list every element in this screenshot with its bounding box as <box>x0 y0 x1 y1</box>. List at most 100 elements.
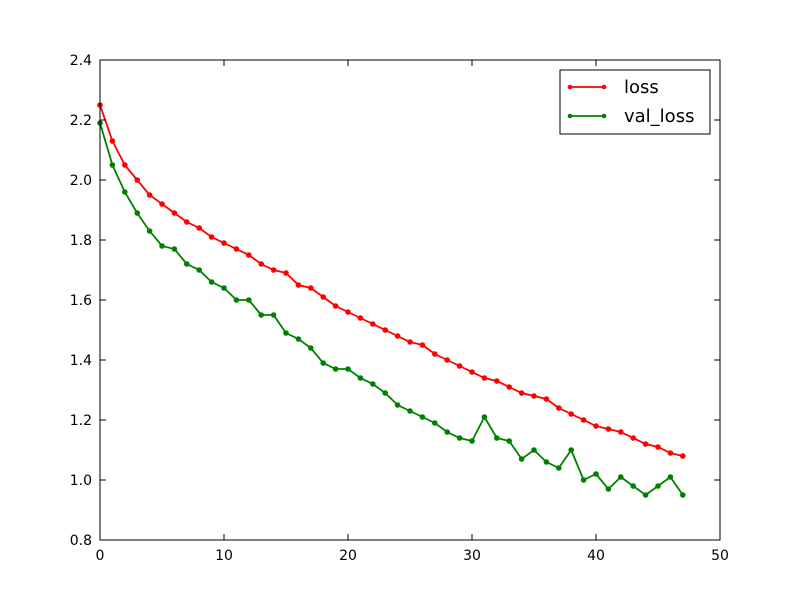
data-point-loss <box>196 225 202 231</box>
data-point-loss <box>642 441 649 447</box>
y-axis: 0.8 1.0 1.2 1.4 1.6 1.8 2.0 2.2 2.4 <box>70 53 720 549</box>
y-tick-label: 1.4 <box>70 353 92 369</box>
data-point-loss <box>618 429 624 435</box>
data-point-val_loss <box>122 189 128 195</box>
data-point-loss <box>345 309 351 315</box>
data-point-loss <box>531 393 537 399</box>
data-point-loss <box>320 294 327 300</box>
data-point-val_loss <box>432 420 438 426</box>
legend-label-val_loss: val_loss <box>624 106 694 127</box>
data-point-loss <box>394 333 401 339</box>
data-point-val_loss <box>357 375 364 381</box>
y-tick-label: 1.2 <box>70 413 92 429</box>
data-point-loss <box>655 444 661 450</box>
data-point-loss <box>258 261 265 267</box>
data-point-loss <box>308 285 314 291</box>
data-point-val_loss <box>618 474 624 480</box>
data-point-loss <box>580 417 587 423</box>
data-point-val_loss <box>196 267 202 273</box>
data-point-loss <box>295 282 302 288</box>
data-point-loss <box>357 315 364 321</box>
data-point-loss <box>419 342 426 348</box>
data-point-val_loss <box>593 471 599 477</box>
data-point-loss <box>506 384 513 390</box>
y-tick-label: 1.8 <box>70 233 92 249</box>
data-point-loss <box>494 378 500 384</box>
data-point-val_loss <box>580 477 587 483</box>
data-point-val_loss <box>270 312 277 318</box>
data-point-val_loss <box>642 492 649 498</box>
data-point-val_loss <box>630 483 637 489</box>
data-point-val_loss <box>494 435 500 441</box>
data-point-loss <box>593 423 599 429</box>
data-point-loss <box>407 339 413 345</box>
data-point-loss <box>605 426 612 432</box>
data-point-val_loss <box>556 465 562 471</box>
data-point-loss <box>221 240 227 246</box>
plot-lines <box>97 102 686 498</box>
x-tick-label: 20 <box>339 548 357 564</box>
data-point-val_loss <box>159 243 165 249</box>
series-line-loss <box>99 104 684 457</box>
data-point-loss <box>233 246 240 252</box>
data-point-val_loss <box>295 336 302 342</box>
data-point-val_loss <box>208 279 215 285</box>
data-point-val_loss <box>370 381 376 387</box>
data-point-val_loss <box>308 345 314 351</box>
data-point-val_loss <box>109 162 116 168</box>
data-point-val_loss <box>382 390 389 396</box>
data-point-loss <box>382 327 389 333</box>
data-point-val_loss <box>320 360 327 366</box>
data-point-val_loss <box>518 456 525 462</box>
data-point-val_loss <box>407 408 413 414</box>
data-point-loss <box>332 303 339 309</box>
y-tick-label: 2.0 <box>70 173 92 189</box>
x-tick-label: 0 <box>96 548 105 564</box>
y-tick-label: 2.2 <box>70 113 92 129</box>
data-point-val_loss <box>394 402 401 408</box>
data-point-val_loss <box>419 414 426 420</box>
data-point-loss <box>246 252 252 258</box>
data-point-loss <box>469 369 475 375</box>
data-point-val_loss <box>258 312 265 318</box>
data-point-loss <box>283 270 289 276</box>
data-point-loss <box>568 411 575 417</box>
data-point-val_loss <box>667 474 674 480</box>
data-point-val_loss <box>134 210 140 216</box>
data-point-val_loss <box>146 228 153 234</box>
data-point-val_loss <box>233 297 240 303</box>
data-point-val_loss <box>332 366 339 372</box>
x-tick-label: 10 <box>215 548 233 564</box>
x-tick-label: 50 <box>711 548 729 564</box>
data-point-val_loss <box>456 435 463 441</box>
data-point-val_loss <box>568 447 575 453</box>
data-point-loss <box>556 405 562 411</box>
data-point-loss <box>270 267 277 273</box>
data-point-val_loss <box>531 447 537 453</box>
data-point-val_loss <box>655 483 661 489</box>
data-point-val_loss <box>506 438 513 444</box>
data-point-val_loss <box>184 261 190 267</box>
data-point-loss <box>134 177 140 183</box>
legend: loss val_loss <box>559 69 711 135</box>
data-point-loss <box>444 357 451 363</box>
data-point-val_loss <box>605 486 612 492</box>
legend-marker-val_loss <box>601 113 607 119</box>
data-point-val_loss <box>221 285 227 291</box>
series-line-val_loss <box>99 122 684 497</box>
data-point-val_loss <box>283 330 289 336</box>
data-point-loss <box>543 396 550 402</box>
legend-marker-loss <box>567 84 573 90</box>
data-point-loss <box>146 192 153 198</box>
legend-box <box>559 69 711 135</box>
data-point-loss <box>456 363 463 369</box>
data-point-val_loss <box>469 438 475 444</box>
data-point-val_loss <box>171 246 178 252</box>
data-point-loss <box>208 234 215 240</box>
y-tick-label: 2.4 <box>70 53 92 69</box>
data-point-loss <box>518 390 525 396</box>
y-tick-label: 1.0 <box>70 473 92 489</box>
data-point-loss <box>184 219 190 225</box>
legend-label-loss: loss <box>624 77 659 98</box>
